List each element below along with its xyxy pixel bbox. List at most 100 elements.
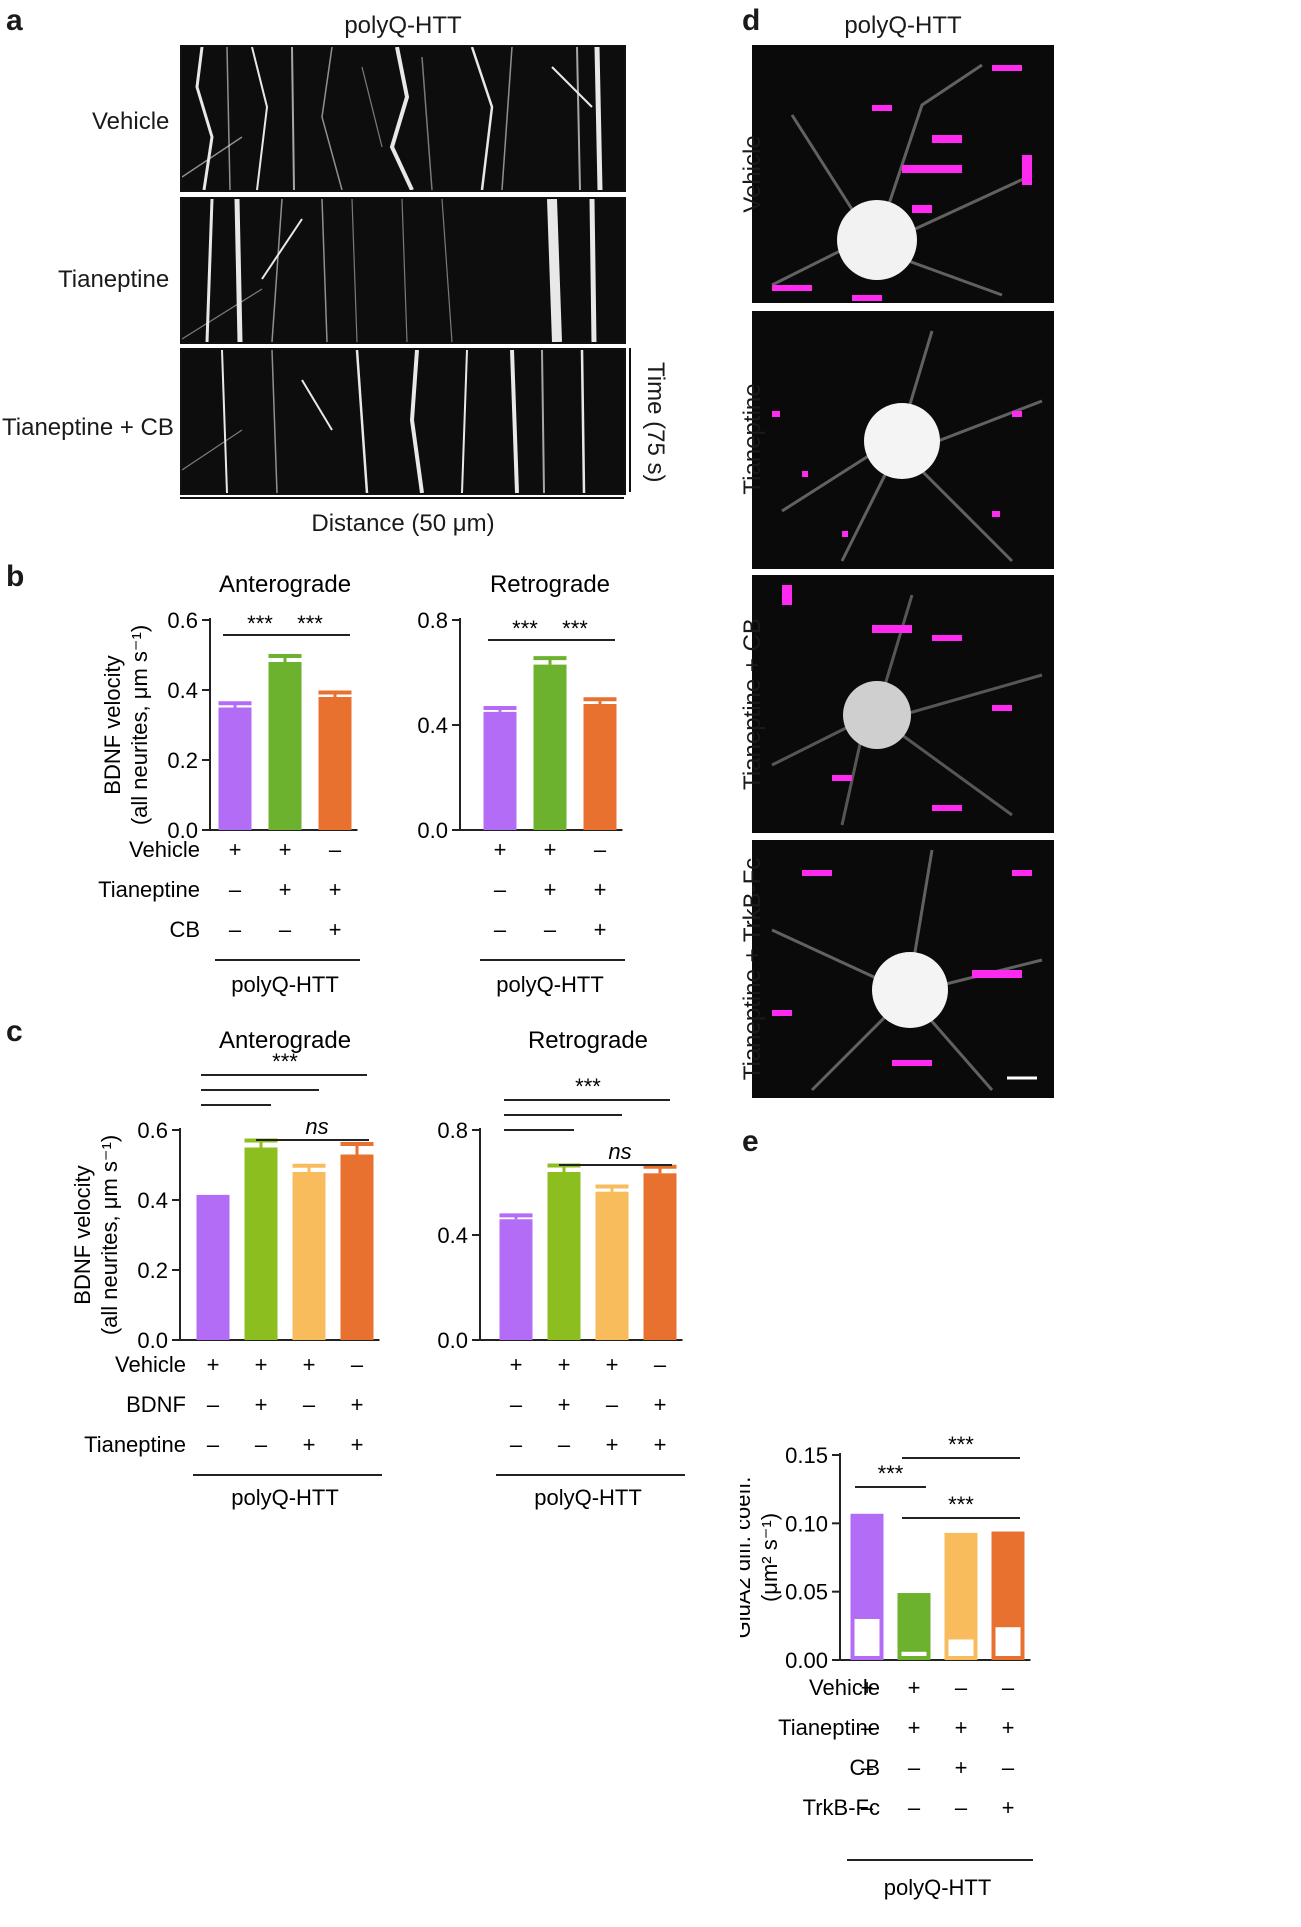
treatment-sign: + [1002, 1795, 1015, 1820]
treatment-sign: – [510, 1432, 523, 1457]
panel-d-title: polyQ-HTT [844, 12, 962, 39]
bar-inner-fraction [948, 1639, 974, 1656]
chart-title: Retrograde [490, 571, 610, 598]
treatment-label: CB [169, 917, 200, 942]
micro-row-label-vehicle: Vehicle [739, 135, 766, 213]
treatment-sign: + [544, 837, 557, 862]
panel-e-letter: e [742, 1125, 759, 1158]
y-tick-label: 0.05 [785, 1580, 828, 1605]
micro-row-label-tianeptine-trkb-fc: Tianeptine + TrkB-Fc [739, 857, 766, 1081]
treatment-sign: + [558, 1352, 571, 1377]
treatment-sign: + [606, 1432, 619, 1457]
y-tick-label: 0.4 [417, 713, 448, 738]
bar-bdnf-tianeptine [340, 1154, 374, 1340]
micrograph-tianeptine-cb-image [771, 585, 1043, 826]
treatment-label: Tianeptine [98, 877, 200, 902]
panel-a-letter: a [6, 4, 23, 37]
significance-label: *** [562, 616, 588, 641]
y-tick-label: 0.4 [437, 1223, 468, 1248]
bar-bdnf [547, 1172, 581, 1340]
significance-label: *** [948, 1432, 974, 1457]
bar-bdnf-tianeptine [643, 1173, 677, 1340]
micrograph-tianeptine-trkb-fc-image [771, 849, 1043, 1092]
kymograph-vehicle-traces [182, 47, 603, 190]
chart-title: Retrograde [528, 1027, 648, 1054]
treatment-label: CB [849, 1755, 880, 1780]
treatment-sign: – [229, 877, 242, 902]
treatment-sign: – [955, 1795, 968, 1820]
chart-c-anterograde: Anterograde 0.0 0.2 0.4 0.6 BDNF velocity (all… [70, 1027, 382, 1510]
treatment-sign: + [955, 1715, 968, 1740]
treatment-label: Vehicle [809, 1675, 880, 1700]
kymograph-tianeptine-cb [180, 348, 626, 495]
treatment-sign: + [303, 1432, 316, 1457]
treatment-sign: – [606, 1392, 619, 1417]
significance-label: *** [247, 611, 273, 636]
treatment-sign: – [908, 1755, 921, 1780]
treatment-label: Vehicle [129, 837, 200, 862]
y-axis-label: GluA2 diff. coeff. [740, 1477, 755, 1639]
bar-tianeptine [595, 1191, 629, 1340]
treatment-label: Tianeptine [84, 1432, 186, 1457]
significance-label: *** [272, 1049, 298, 1074]
group-label: polyQ-HTT [884, 1875, 992, 1900]
group-label: polyQ-HTT [231, 972, 339, 997]
treatment-sign: + [351, 1432, 364, 1457]
panel-a-title: polyQ-HTT [344, 12, 462, 39]
significance-label: *** [297, 611, 323, 636]
treatment-label: BDNF [126, 1392, 186, 1417]
treatment-sign: – [654, 1352, 667, 1377]
time-scale-bar [629, 348, 631, 492]
treatment-sign: – [510, 1392, 523, 1417]
treatment-label: Vehicle [115, 1352, 186, 1377]
treatment-sign: + [955, 1755, 968, 1780]
treatment-sign: – [861, 1755, 874, 1780]
panel-b-letter: b [6, 560, 25, 593]
y-axis-label-units: (all neurites, μm s⁻¹) [127, 625, 152, 825]
y-tick-label: 0.8 [437, 1118, 468, 1143]
treatment-sign: + [229, 837, 242, 862]
distance-scale-bar [180, 497, 624, 499]
micrograph-vehicle-image [771, 63, 1033, 301]
treatment-label: TrkB-Fc [803, 1795, 880, 1820]
kymo-row-label-tianeptine: Tianeptine [58, 266, 170, 293]
treatment-sign: – [494, 917, 507, 942]
chart-c-retrograde: Retrograde 0.0 0.4 0.8 + + + – – + – + – – + + polyQ-HTT… [437, 1027, 685, 1510]
time-axis-label: Time (75 s) [642, 362, 669, 483]
bar-tianeptine [533, 664, 567, 830]
distance-axis-label: Distance (50 μm) [311, 510, 495, 537]
micrograph-tianeptine-cb [752, 575, 1054, 833]
treatment-sign: – [229, 917, 242, 942]
treatment-sign: + [654, 1392, 667, 1417]
treatment-sign: – [594, 837, 607, 862]
micro-row-label-tianeptine-cb: Tianeptine + CB [739, 618, 766, 790]
bar-tianeptine [268, 662, 302, 830]
y-tick-label: 0.4 [167, 678, 198, 703]
treatment-sign: – [955, 1675, 968, 1700]
treatment-sign: – [329, 837, 342, 862]
ns-label: ns [608, 1139, 631, 1164]
micrograph-tianeptine-image [772, 330, 1043, 563]
chart-e: 0.00 0.05 0.10 0.15 GluA2 diff. coeff.(μm² s… [740, 1432, 1033, 1900]
y-tick-label: 0.00 [785, 1648, 828, 1673]
kymograph-vehicle [180, 45, 626, 192]
treatment-sign: – [207, 1432, 220, 1457]
treatment-sign: – [1002, 1675, 1015, 1700]
y-tick-label: 0.0 [437, 1328, 468, 1353]
treatment-sign: + [594, 877, 607, 902]
y-tick-label: 0.10 [785, 1511, 828, 1536]
group-label: polyQ-HTT [496, 972, 604, 997]
y-tick-label: 0.0 [417, 818, 448, 843]
y-axis-label-units: (μm² s⁻¹) [757, 1513, 782, 1602]
significance-label: *** [512, 616, 538, 641]
y-tick-label: 0.8 [417, 608, 448, 633]
y-tick-label: 0.6 [137, 1118, 168, 1143]
treatment-sign: + [510, 1352, 523, 1377]
micro-row-label-tianeptine: Tianeptine [739, 383, 766, 495]
treatment-sign: – [279, 917, 292, 942]
kymo-row-label-vehicle: Vehicle [92, 108, 170, 135]
treatment-sign: + [303, 1352, 316, 1377]
group-label: polyQ-HTT [534, 1485, 642, 1510]
micrograph-tianeptine [752, 311, 1054, 569]
ns-label: ns [305, 1114, 328, 1139]
